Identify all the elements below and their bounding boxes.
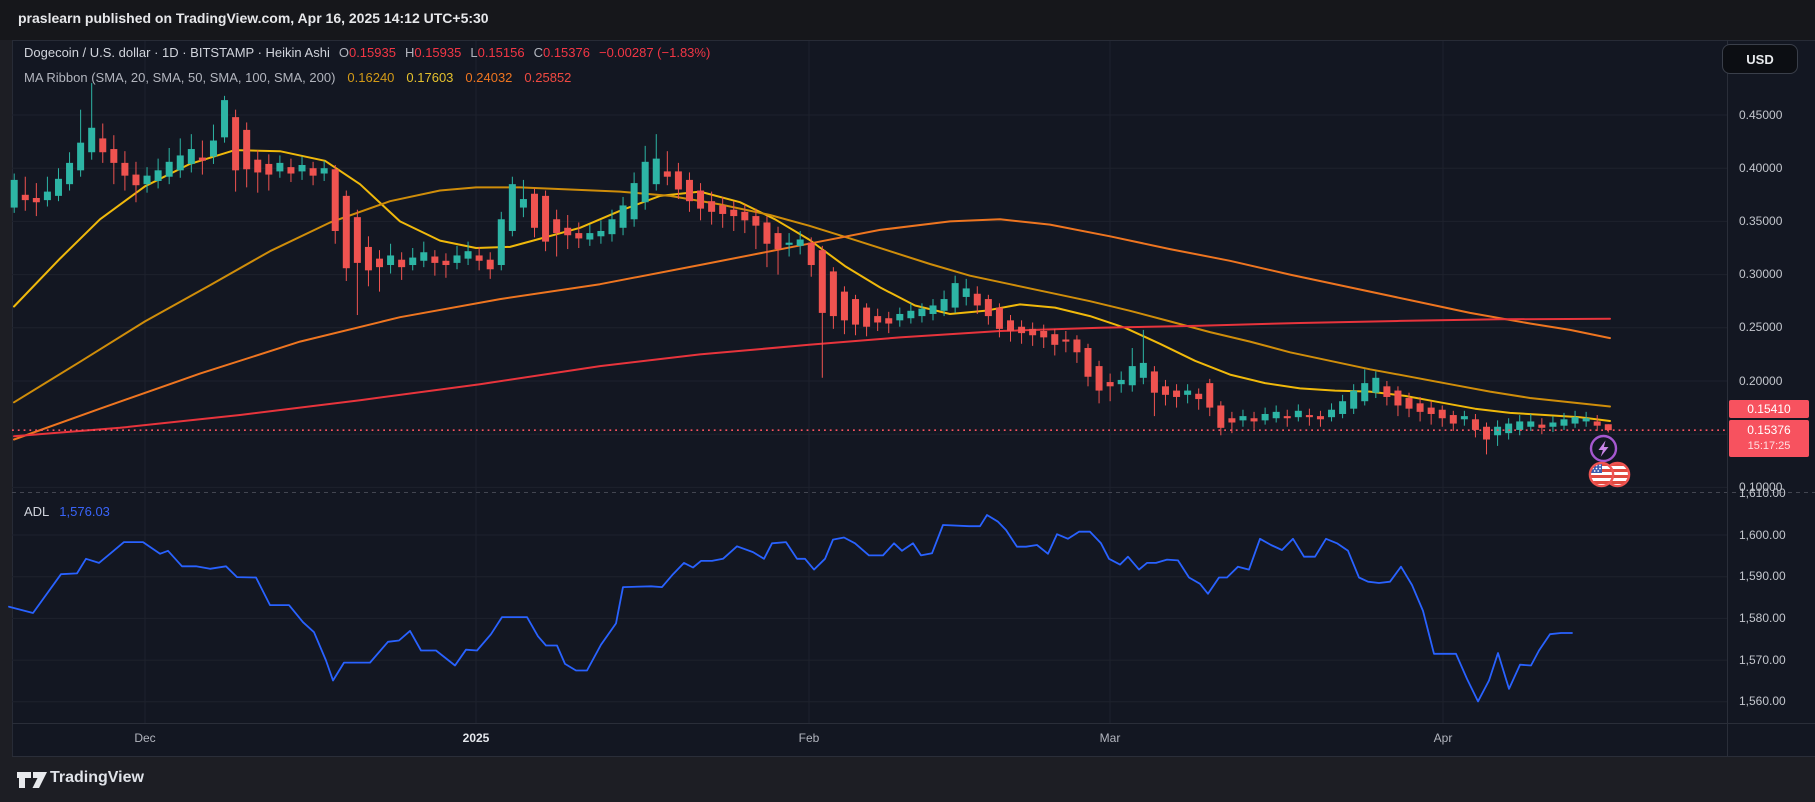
ma50-value: 0.17603 <box>406 70 454 85</box>
price-axis-label: 0.20000 <box>1739 373 1783 388</box>
chart-area[interactable] <box>12 40 1815 757</box>
lightning-icon[interactable] <box>1589 434 1618 468</box>
symbol-title: Dogecoin / U.S. dollar · 1D · BITSTAMP ·… <box>24 45 330 60</box>
ma200-value: 0.25852 <box>524 70 572 85</box>
adl-axis-label: 1,590.00 <box>1739 569 1786 584</box>
bar-countdown-timer: 15:17:25 <box>1747 440 1791 452</box>
price-axis-label: 0.10000 <box>1739 479 1783 494</box>
price-badge-secondary: 0.15410 <box>1729 400 1809 418</box>
adl-label: ADL <box>24 504 50 519</box>
ohlc-low: L0.15156 <box>470 45 525 60</box>
price-axis-label: 0.35000 <box>1739 213 1783 228</box>
indicator-legend-row[interactable]: MA Ribbon (SMA, 20, SMA, 50, SMA, 100, S… <box>24 70 571 85</box>
price-axis-label: 0.45000 <box>1739 107 1783 122</box>
us-flag-icon-front[interactable] <box>1588 461 1615 493</box>
adl-value: 1,576.03 <box>59 504 110 519</box>
time-axis-label: Apr <box>1433 731 1453 745</box>
ma100-value: 0.24032 <box>465 70 513 85</box>
price-axis-label: 0.40000 <box>1739 160 1783 175</box>
adl-axis-label: 1,600.00 <box>1739 527 1786 542</box>
ohlc-close: C0.15376 <box>533 45 590 60</box>
publish-info-text: praslearn published on TradingView.com, … <box>18 10 489 26</box>
time-axis-label: Dec <box>134 731 156 745</box>
publish-header-bar: praslearn published on TradingView.com, … <box>0 0 1815 40</box>
symbol-legend-row[interactable]: Dogecoin / U.S. dollar · 1D · BITSTAMP ·… <box>24 45 710 60</box>
currency-toggle-button[interactable]: USD <box>1722 44 1798 74</box>
ohlc-high: H0.15935 <box>404 45 462 60</box>
ohlc-open: O0.15935 <box>338 45 396 60</box>
price-axis-label: 0.25000 <box>1739 320 1783 335</box>
ma20-value: 0.16240 <box>347 70 395 85</box>
price-change: −0.00287 (−1.83%) <box>598 45 711 60</box>
footer-bar: TradingView <box>0 757 1815 802</box>
adl-axis-label: 1,570.00 <box>1739 652 1786 667</box>
current-price: 0.15376 <box>1747 423 1791 437</box>
tradingview-brand-text[interactable]: TradingView <box>50 769 144 786</box>
adl-axis-label: 1,580.00 <box>1739 610 1786 625</box>
time-axis-label: Mar <box>1099 731 1121 745</box>
price-axis-label: 0.30000 <box>1739 267 1783 282</box>
price-badge-current: 0.15376 15:17:25 <box>1729 420 1809 457</box>
adl-axis-label: 1,560.00 <box>1739 694 1786 709</box>
indicator-name: MA Ribbon (SMA, 20, SMA, 50, SMA, 100, S… <box>24 70 336 85</box>
adl-axis-label: 1,610.00 <box>1739 485 1786 500</box>
time-axis-label: 2025 <box>462 731 490 745</box>
tradingview-logo-icon[interactable] <box>16 768 48 792</box>
time-axis-label: Feb <box>798 731 820 745</box>
adl-legend-row[interactable]: ADL 1,576.03 <box>24 504 110 519</box>
